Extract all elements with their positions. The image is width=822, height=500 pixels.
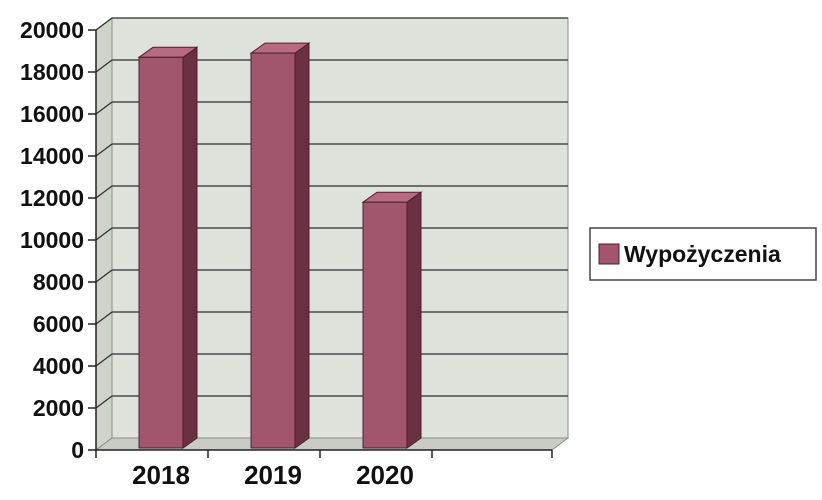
legend-swatch [598,243,620,265]
x-tick-label: 2018 [132,460,190,490]
gridline-side [95,395,113,409]
y-tick-label: 18000 [20,59,84,85]
bar [250,52,296,449]
bar-side [294,42,310,449]
gridline-side [95,17,113,31]
gridline-side [95,185,113,199]
legend-box [589,227,817,281]
bar [138,56,184,449]
y-tick-label: 2000 [33,395,84,421]
bar-side [182,46,198,449]
gridline-side [95,227,113,241]
bar [362,201,408,449]
y-tick-label: 10000 [20,227,84,253]
y-tick-label: 12000 [20,185,84,211]
y-tick-label: 4000 [33,353,84,379]
y-tick-label: 16000 [20,101,84,127]
gridline-side [95,101,113,115]
y-tick-label: 6000 [33,311,84,337]
gridline-side [95,311,113,325]
gridline-side [95,269,113,283]
gridline-side [95,353,113,367]
gridline-side [95,59,113,73]
y-tick-label: 0 [71,437,84,463]
x-tick-label: 2019 [244,460,302,490]
bar-side [406,191,422,449]
y-tick-label: 8000 [33,269,84,295]
y-tick-label: 14000 [20,143,84,169]
gridline-side [95,143,113,157]
legend-label: Wypożyczenia [624,241,781,267]
y-tick-label: 20000 [20,17,84,43]
x-tick-label: 2020 [356,460,414,490]
